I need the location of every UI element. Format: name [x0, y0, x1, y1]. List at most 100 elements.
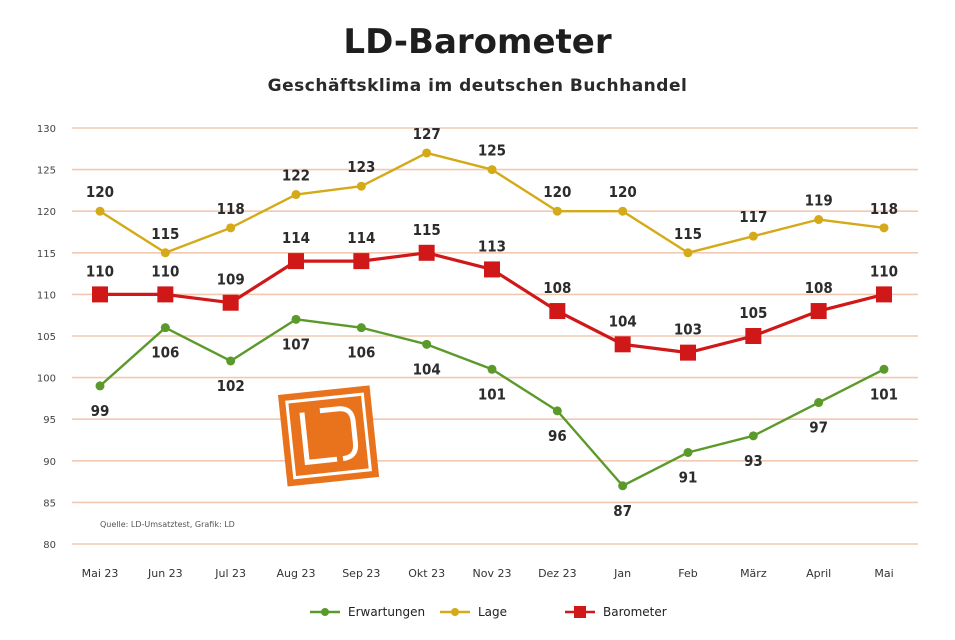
data-point-barometer: [680, 344, 696, 361]
data-label-barometer: 105: [739, 304, 767, 322]
legend-marker-barometer: [574, 606, 586, 618]
data-point-barometer: [157, 286, 174, 303]
data-label-barometer: 110: [151, 262, 179, 280]
data-point-barometer: [222, 294, 239, 311]
data-point-erwartungen: [552, 406, 562, 416]
y-tick-label: 105: [37, 332, 56, 343]
data-point-barometer: [614, 336, 631, 353]
x-tick-label: Mai 23: [82, 567, 119, 580]
data-point-erwartungen: [748, 431, 758, 441]
data-label-erwartungen: 101: [870, 385, 898, 403]
legend-label-barometer: Barometer: [603, 605, 667, 619]
data-label-barometer: 110: [86, 262, 114, 280]
data-label-lage: 127: [413, 125, 441, 143]
data-label-barometer: 113: [478, 237, 506, 255]
data-point-barometer: [92, 286, 108, 303]
data-label-erwartungen: 99: [91, 402, 110, 420]
legend-label-erwartungen: Erwartungen: [348, 605, 425, 619]
x-tick-label: Nov 23: [473, 567, 512, 580]
data-point-lage: [160, 248, 170, 258]
data-label-lage: 119: [805, 192, 833, 210]
legend: Erwartungen Lage Barometer: [310, 605, 667, 619]
data-label-lage: 118: [870, 200, 898, 218]
data-label-barometer: 108: [543, 279, 571, 297]
data-label-erwartungen: 91: [679, 468, 698, 486]
data-label-lage: 115: [151, 225, 179, 243]
data-point-barometer: [745, 328, 762, 344]
x-tick-label: Okt 23: [408, 567, 445, 580]
y-tick-label: 100: [37, 374, 56, 385]
data-point-barometer: [549, 303, 566, 320]
data-point-barometer: [876, 286, 892, 303]
data-label-erwartungen: 102: [217, 377, 245, 395]
source-note: Quelle: LD-Umsatztest, Grafik: LD: [100, 520, 235, 529]
gridlines: [72, 127, 918, 545]
legend-marker-erwartungen: [321, 608, 329, 616]
data-point-erwartungen: [487, 364, 497, 374]
y-tick-label: 120: [37, 207, 56, 218]
y-tick-label: 130: [37, 124, 56, 135]
legend-marker-lage: [451, 608, 459, 616]
data-label-barometer: 110: [870, 262, 898, 280]
data-label-barometer: 104: [609, 312, 637, 330]
x-tick-label: Aug 23: [277, 567, 316, 580]
x-tick-label: Jul 23: [214, 567, 246, 580]
data-label-lage: 120: [609, 183, 637, 201]
ld-logo: [278, 385, 380, 487]
data-label-erwartungen: 96: [548, 427, 567, 445]
data-label-erwartungen: 97: [809, 419, 828, 437]
y-tick-label: 110: [37, 290, 56, 301]
data-label-lage: 115: [674, 225, 702, 243]
data-label-barometer: 108: [805, 279, 833, 297]
data-point-lage: [226, 223, 236, 233]
data-point-erwartungen: [95, 381, 105, 391]
x-axis-ticks: Mai 23 Jun 23 Jul 23 Aug 23 Sep 23 Okt 23 Nov …: [82, 567, 894, 580]
data-label-barometer: 103: [674, 321, 702, 339]
data-label-lage: 117: [739, 208, 767, 226]
data-label-erwartungen: 101: [478, 385, 506, 403]
y-tick-label: 85: [43, 498, 56, 509]
data-label-lage: 123: [347, 158, 375, 176]
y-tick-label: 115: [37, 249, 56, 260]
data-point-erwartungen: [226, 356, 236, 366]
chart-subtitle: Geschäftsklima im deutschen Buchhandel: [267, 76, 688, 96]
data-label-lage: 122: [282, 167, 310, 185]
data-label-erwartungen: 93: [744, 452, 763, 470]
data-label-barometer: 109: [217, 271, 245, 289]
data-point-erwartungen: [618, 481, 628, 491]
x-tick-label: Jun 23: [147, 567, 183, 580]
data-point-erwartungen: [683, 447, 693, 457]
data-point-lage: [683, 248, 693, 258]
y-axis-ticks: 80 85 90 95 100 105 110 115 120 125 130: [37, 124, 56, 551]
x-tick-label: Mai: [874, 567, 893, 580]
chart-title: LD-Barometer: [343, 22, 612, 62]
data-point-lage: [618, 206, 628, 216]
y-tick-label: 80: [43, 540, 56, 551]
x-tick-label: Feb: [678, 567, 697, 580]
data-point-lage: [95, 206, 105, 216]
data-label-erwartungen: 106: [347, 344, 375, 362]
data-point-erwartungen: [291, 314, 301, 324]
y-tick-label: 95: [43, 415, 56, 426]
x-tick-label: März: [740, 567, 767, 580]
data-point-lage: [552, 206, 562, 216]
data-point-erwartungen: [422, 339, 432, 349]
data-label-lage: 118: [217, 200, 245, 218]
x-tick-label: Jan: [613, 567, 631, 580]
data-point-lage: [879, 223, 889, 233]
data-point-lage: [487, 165, 497, 175]
data-point-lage: [291, 190, 301, 200]
x-tick-label: April: [806, 567, 831, 580]
data-point-lage: [748, 231, 758, 241]
data-point-barometer: [810, 303, 827, 320]
data-point-erwartungen: [160, 323, 170, 333]
data-point-lage: [356, 181, 366, 191]
data-label-erwartungen: 107: [282, 335, 310, 353]
y-tick-label: 90: [43, 457, 56, 468]
x-tick-label: Dez 23: [538, 567, 577, 580]
data-label-barometer: 115: [413, 221, 441, 239]
data-label-lage: 120: [86, 183, 114, 201]
data-point-erwartungen: [814, 398, 824, 408]
data-point-lage: [814, 215, 824, 225]
